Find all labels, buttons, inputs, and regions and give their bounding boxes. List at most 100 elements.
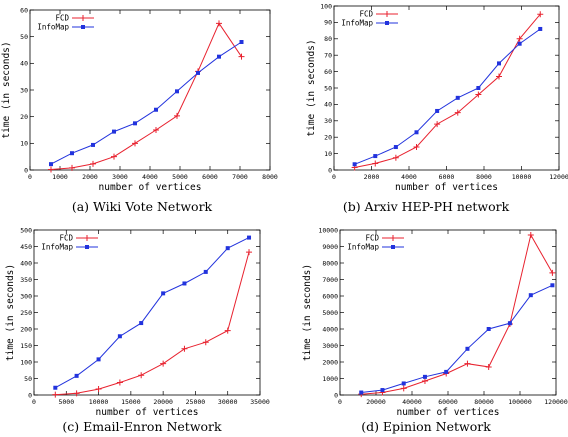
- legend-label: InfoMap: [41, 243, 73, 252]
- x-tick-label: 20000: [153, 398, 173, 406]
- infomap-point: [465, 346, 470, 351]
- chart-arxiv-hep-ph: 0 2000 4000 6000 8000 10000 12000 0 10 20 30 40 50 60…: [306, 2, 568, 193]
- x-tick-label: 0: [28, 173, 32, 181]
- y-tick-label: 10: [324, 150, 332, 158]
- fcd-point: [138, 372, 145, 379]
- x-tick-label: 2000: [82, 173, 98, 181]
- x-axis-label: number of vertices: [99, 182, 202, 193]
- fcd-point: [52, 391, 59, 398]
- x-axis-label: number of vertices: [395, 182, 498, 193]
- legend-marker: [385, 21, 389, 25]
- fcd-point: [216, 20, 222, 27]
- y-axis-label: time (in seconds): [5, 264, 16, 361]
- series-infomap: [53, 235, 252, 390]
- plot-frame: [33, 229, 261, 396]
- y-tick-label: 8000: [322, 259, 338, 267]
- fcd-point: [485, 363, 492, 370]
- infomap-point: [182, 281, 187, 286]
- infomap-point: [74, 373, 79, 378]
- infomap-point: [53, 385, 58, 390]
- x-tick-label: 20000: [366, 398, 386, 406]
- y-tick-label: 450: [20, 243, 32, 251]
- y-tick-label: 0: [24, 166, 28, 174]
- x-tick-label: 7000: [232, 173, 248, 181]
- legend-marker: [390, 235, 396, 241]
- infomap-point: [196, 70, 200, 75]
- fcd-line: [361, 233, 553, 395]
- y-tick-label: 50: [20, 33, 28, 41]
- fcd-point: [434, 121, 441, 128]
- y-axis-label: time (in seconds): [302, 264, 313, 361]
- y-axis-label: time (in seconds): [1, 41, 12, 138]
- infomap-point: [359, 390, 364, 395]
- infomap-point: [422, 374, 427, 379]
- series-fcd: [358, 231, 556, 398]
- caption-c: (c) Email-Enron Network: [62, 419, 222, 434]
- fcd-point: [372, 160, 379, 167]
- y-tick-label: 30: [20, 86, 28, 94]
- y-tick-label: 2000: [322, 358, 338, 366]
- y-tick-label: 60: [324, 68, 332, 76]
- x-tick-label: 5000: [172, 173, 188, 181]
- series-fcd: [48, 20, 245, 173]
- y-tick-label: 40: [324, 101, 332, 109]
- infomap-point: [70, 151, 74, 156]
- fcd-point: [413, 144, 420, 151]
- x-tick-label: 100000: [508, 398, 532, 406]
- infomap-point: [49, 162, 53, 167]
- infomap-point: [435, 108, 440, 113]
- fcd-point: [238, 53, 245, 60]
- fcd-point: [464, 360, 471, 367]
- y-tick-label: 7000: [322, 276, 338, 284]
- legend-label: FCD: [359, 10, 373, 19]
- plot-frame: [29, 9, 271, 171]
- infomap-point: [401, 381, 406, 386]
- legend-label: InfoMap: [347, 243, 379, 252]
- x-tick-label: 6000: [439, 173, 455, 181]
- x-tick-label: 15000: [121, 398, 141, 406]
- y-tick-label: 20: [20, 113, 28, 121]
- y-tick-label: 400: [20, 259, 32, 267]
- fcd-point: [400, 385, 407, 392]
- x-tick-label: 4000: [401, 173, 417, 181]
- infomap-point: [112, 129, 116, 134]
- series-infomap: [359, 283, 555, 395]
- series-infomap: [352, 26, 543, 167]
- x-tick-label: 80000: [474, 398, 494, 406]
- legend-label: FCD: [59, 234, 73, 243]
- x-axis-label: number of vertices: [397, 407, 500, 415]
- x-tick-label: 8000: [262, 173, 278, 181]
- x-tick-label: 1000: [52, 173, 68, 181]
- infomap-point: [538, 26, 543, 31]
- x-tick-label: 3000: [112, 173, 128, 181]
- y-tick-label: 30: [324, 117, 332, 125]
- chart-epinion: 0 20000 40000 60000 80000 100000 120000 0 1000 20…: [302, 226, 568, 415]
- infomap-point: [247, 235, 252, 240]
- legend-marker: [85, 245, 89, 249]
- infomap-line: [361, 284, 553, 393]
- y-axis-label: time (in seconds): [306, 39, 317, 136]
- series-infomap: [49, 40, 244, 167]
- fcd-point: [160, 360, 167, 367]
- x-tick-label: 10000: [512, 173, 532, 181]
- infomap-point: [217, 54, 221, 59]
- y-tick-label: 0: [328, 166, 332, 174]
- y-tick-label: 100: [320, 2, 332, 10]
- fcd-line: [50, 22, 242, 170]
- fcd-point: [95, 386, 102, 393]
- infomap-point: [91, 142, 95, 147]
- x-tick-label: 120000: [544, 398, 568, 406]
- infomap-point: [239, 40, 244, 44]
- infomap-point: [154, 107, 158, 112]
- y-tick-label: 150: [20, 342, 32, 350]
- x-tick-label: 6000: [202, 173, 218, 181]
- y-tick-label: 350: [20, 276, 32, 284]
- fcd-point: [392, 154, 399, 161]
- infomap-point: [380, 388, 385, 393]
- fcd-point: [537, 11, 544, 18]
- series-fcd: [351, 11, 544, 171]
- x-tick-label: 4000: [142, 173, 158, 181]
- infomap-point: [175, 89, 179, 94]
- legend-label: InfoMap: [37, 23, 69, 32]
- legend-label: FCD: [55, 14, 69, 23]
